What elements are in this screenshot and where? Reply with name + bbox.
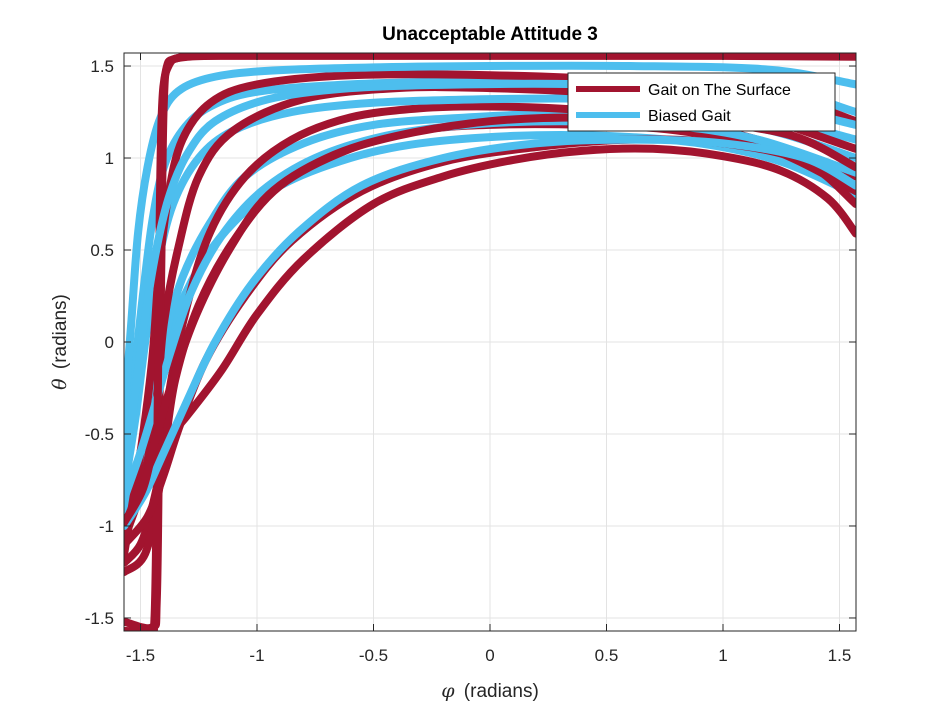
x-tick-label: 1.5 [828,646,852,665]
y-tick-labels: -1.5 -1 -0.5 0 0.5 1 1.5 [85,57,114,628]
x-tick-labels: -1.5 -1 -0.5 0 0.5 1 1.5 [126,646,851,665]
y-axis-label: θ (radians) [49,294,71,390]
biased-gait-curve [124,135,856,530]
x-tick-label: 0.5 [595,646,619,665]
x-tick-label: -1 [249,646,264,665]
y-axis-text: (radians) [50,294,71,369]
x-tick-label: -0.5 [359,646,388,665]
legend: Gait on The Surface Biased Gait [567,72,836,132]
x-tick-label: 1 [718,646,727,665]
biased-gait-curve [124,61,856,420]
x-axis-label: φ (radians) [441,680,539,702]
x-tick-label: -1.5 [126,646,155,665]
y-tick-label: -0.5 [85,425,114,444]
gait-surface-curve [124,53,856,631]
x-axis-symbol: φ [441,680,455,702]
legend-box [567,72,836,132]
legend-label-biased-gait: Biased Gait [648,108,731,125]
y-axis-symbol: θ [49,378,71,390]
axis-ticks [124,53,856,631]
y-tick-label: 0 [105,333,114,352]
y-tick-label: 1.5 [90,57,114,76]
legend-label-gait-surface: Gait on The Surface [648,82,791,99]
y-tick-label: -1.5 [85,609,114,628]
x-tick-label: 0 [485,646,494,665]
chart-title: Unacceptable Attitude 3 [382,24,598,45]
x-axis-text: (radians) [464,681,539,702]
y-tick-label: 1 [105,149,114,168]
y-tick-label: -1 [99,517,114,536]
y-tick-label: 0.5 [90,241,114,260]
